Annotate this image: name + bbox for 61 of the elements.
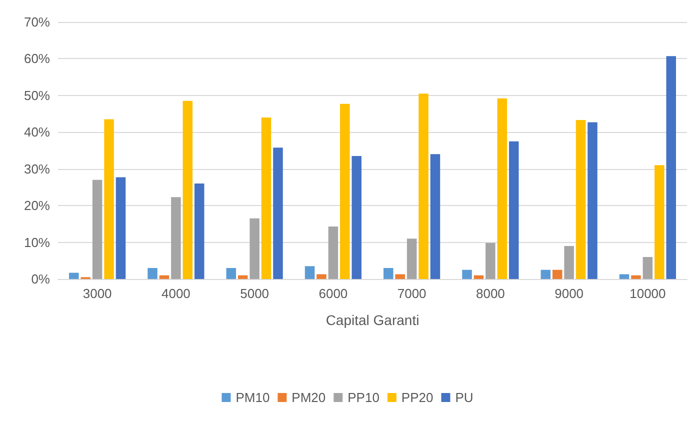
bar [384, 268, 394, 279]
bar [418, 94, 428, 279]
bar [159, 275, 170, 279]
bar [304, 266, 315, 279]
bar [462, 270, 472, 279]
legend-label: PU [455, 390, 474, 405]
bar [316, 274, 326, 279]
y-tick-label: 40% [24, 124, 50, 140]
bar [171, 197, 181, 279]
bar [182, 100, 193, 279]
x-tick-label: 5000 [240, 286, 270, 301]
y-tick-label: 10% [24, 234, 50, 250]
bar [666, 56, 676, 279]
y-tick-label: 20% [24, 198, 50, 214]
bar [406, 238, 417, 279]
y-tick-label: 50% [24, 88, 50, 103]
bar [250, 218, 260, 279]
bar [395, 274, 405, 279]
bar [328, 226, 338, 279]
x-tick-label: 7000 [397, 286, 426, 301]
bar [352, 156, 362, 279]
y-tick-label: 60% [24, 51, 50, 66]
bar [194, 184, 204, 279]
x-tick-label: 9000 [554, 286, 584, 301]
legend-label: PM10 [236, 390, 270, 405]
bar [486, 243, 496, 279]
bar [69, 272, 79, 279]
bar [104, 119, 114, 279]
bar [474, 275, 484, 279]
x-tick-label: 6000 [318, 286, 348, 301]
bar [148, 268, 158, 279]
bar [430, 154, 440, 279]
y-tick-label: 0% [31, 272, 50, 286]
bar [619, 274, 630, 279]
bar [631, 275, 641, 279]
bar [588, 122, 598, 279]
x-axis-title: Capital Garanti [326, 312, 420, 328]
bar [642, 256, 653, 279]
x-tick-label: 3000 [82, 286, 112, 301]
bar [552, 270, 562, 279]
bar [540, 270, 551, 279]
x-tick-label: 4000 [161, 286, 190, 301]
bar [116, 177, 126, 279]
bar [238, 275, 248, 279]
bar [564, 246, 574, 279]
x-tick-label: 10000 [630, 286, 666, 301]
bar [576, 120, 586, 279]
y-tick-label: 30% [24, 161, 50, 176]
y-tick-label: 70% [24, 14, 50, 30]
bar [226, 268, 236, 279]
legend-label: PP10 [348, 390, 380, 405]
x-tick-label: 8000 [476, 286, 505, 301]
bar [273, 148, 283, 279]
bar [508, 141, 519, 279]
bar [654, 165, 664, 279]
legend-label: PP20 [401, 390, 434, 405]
bar [261, 117, 272, 279]
bar [497, 98, 508, 279]
bar [92, 180, 102, 279]
bar [340, 104, 350, 279]
legend-label: PM20 [292, 390, 326, 405]
